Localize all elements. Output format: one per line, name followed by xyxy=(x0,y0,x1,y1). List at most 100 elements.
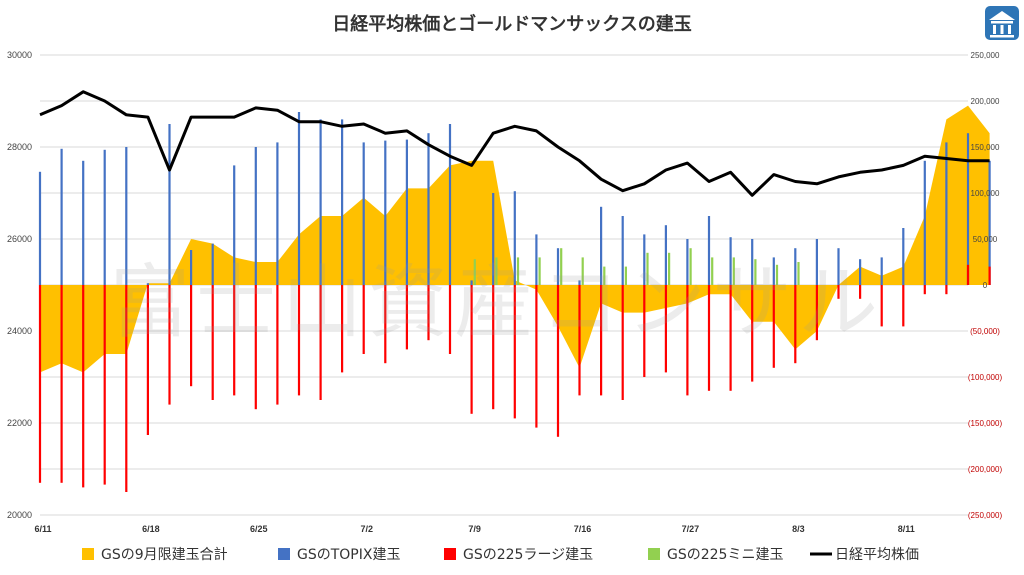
topix-bar xyxy=(815,239,818,285)
legend-label: GSのTOPIX建玉 xyxy=(297,547,400,563)
topix-bar xyxy=(297,112,301,285)
mini225-bar xyxy=(689,248,692,285)
large225-bar xyxy=(859,285,862,299)
topix-bar xyxy=(233,165,236,285)
large225-bar xyxy=(707,285,711,391)
legend-swatch xyxy=(82,548,94,560)
topix-bar-series xyxy=(38,112,991,286)
large225-bar xyxy=(966,264,970,285)
large225-bar xyxy=(470,285,473,414)
x-tick-label: 6/11 xyxy=(34,524,51,534)
nikkei-line xyxy=(39,90,990,197)
legend-swatch xyxy=(648,548,660,560)
x-tick-label: 7/9 xyxy=(468,524,481,534)
topix-bar xyxy=(772,257,775,285)
topix-bar xyxy=(190,250,193,285)
large225-bar xyxy=(103,285,106,485)
large225-bar xyxy=(815,285,818,341)
large225-bar xyxy=(448,285,452,354)
large225-bar xyxy=(945,285,948,295)
topix-bar xyxy=(513,191,516,285)
mini225-bar xyxy=(581,257,584,285)
topix-bar xyxy=(621,216,624,285)
watermark-text: 富士山資産コンサル xyxy=(110,256,884,349)
mini225-bar xyxy=(495,257,498,285)
large225-bar xyxy=(643,285,646,377)
right-tick-label: (200,000) xyxy=(968,465,1003,474)
legend-swatch xyxy=(278,548,290,560)
mini225-bar xyxy=(624,266,627,285)
topix-bar xyxy=(492,193,495,285)
legend-label: GSの225ミニ建玉 xyxy=(667,547,783,563)
large225-bar xyxy=(880,285,883,327)
large225-bar xyxy=(621,285,624,400)
right-tick-label: (50,000) xyxy=(970,327,1000,336)
topix-bar xyxy=(448,124,452,285)
right-tick-label: (100,000) xyxy=(968,373,1003,382)
topix-bar xyxy=(60,148,63,285)
topix-bar xyxy=(103,149,106,285)
topix-bar xyxy=(880,257,883,285)
large225-bar xyxy=(600,285,603,396)
large225-bar xyxy=(686,285,689,396)
mini225-bar xyxy=(775,264,779,285)
mini225-bar xyxy=(538,257,541,285)
mini225-bar-series xyxy=(473,248,800,285)
right-tick-label: 150,000 xyxy=(971,143,1000,152)
x-tick-label: 8/11 xyxy=(898,524,915,534)
large225-bar xyxy=(751,285,754,382)
topix-bar xyxy=(751,239,754,285)
legend-swatch xyxy=(444,548,456,560)
topix-bar xyxy=(729,237,732,285)
chart-title: 日経平均株価とゴールドマンサックスの建玉 xyxy=(332,13,691,35)
topix-bar xyxy=(686,239,689,285)
large225-bar xyxy=(427,285,430,341)
mini225-bar xyxy=(754,259,757,285)
large225-bar xyxy=(276,285,279,405)
large225-bar xyxy=(190,285,193,387)
topix-bar xyxy=(578,280,581,285)
large225-bar xyxy=(297,285,301,396)
topix-bar xyxy=(664,225,667,285)
large225-bar xyxy=(125,285,128,492)
topix-bar xyxy=(168,124,171,285)
topix-bar xyxy=(362,142,365,285)
x-axis-ticks: 6/11 6/18 6/25 7/2 7/9 7/16 7/27 8/3 8/11 xyxy=(34,524,914,534)
topix-bar xyxy=(384,140,387,285)
legend-label: 日経平均株価 xyxy=(835,547,919,563)
left-tick-label: 30000 xyxy=(7,50,32,60)
topix-bar xyxy=(859,259,862,285)
left-tick-label: 22000 xyxy=(7,418,32,428)
x-tick-label: 8/3 xyxy=(792,524,805,534)
topix-bar xyxy=(38,171,42,285)
topix-bar xyxy=(643,234,646,285)
right-tick-label: 100,000 xyxy=(971,189,1000,198)
mini225-bar xyxy=(603,266,606,285)
topix-bar xyxy=(82,160,85,285)
large225-bar xyxy=(988,266,991,285)
legend-label: GSの225ラージ建玉 xyxy=(463,547,593,563)
left-tick-label: 26000 xyxy=(7,234,32,244)
topix-bar xyxy=(794,248,797,285)
topix-bar xyxy=(211,243,214,285)
large225-bar xyxy=(60,285,63,483)
large225-bar xyxy=(664,285,667,373)
large225-bar xyxy=(319,285,322,400)
topix-bar xyxy=(125,147,128,285)
large225-bar xyxy=(146,285,149,435)
topix-bar xyxy=(276,142,279,285)
mini225-bar xyxy=(732,257,735,285)
mini225-bar xyxy=(560,248,563,285)
topix-bar xyxy=(535,234,538,285)
mini225-bar xyxy=(473,259,476,285)
topix-bar xyxy=(837,248,840,285)
x-tick-label: 7/27 xyxy=(682,524,700,534)
topix-bar xyxy=(427,133,430,285)
right-axis-ticks: (250,000) (200,000) (150,000) (100,000) (50,… xyxy=(968,51,1003,520)
mini225-bar xyxy=(516,257,520,285)
topix-bar xyxy=(146,283,149,285)
right-tick-label: 200,000 xyxy=(971,97,1000,106)
large225-bar xyxy=(902,285,905,327)
